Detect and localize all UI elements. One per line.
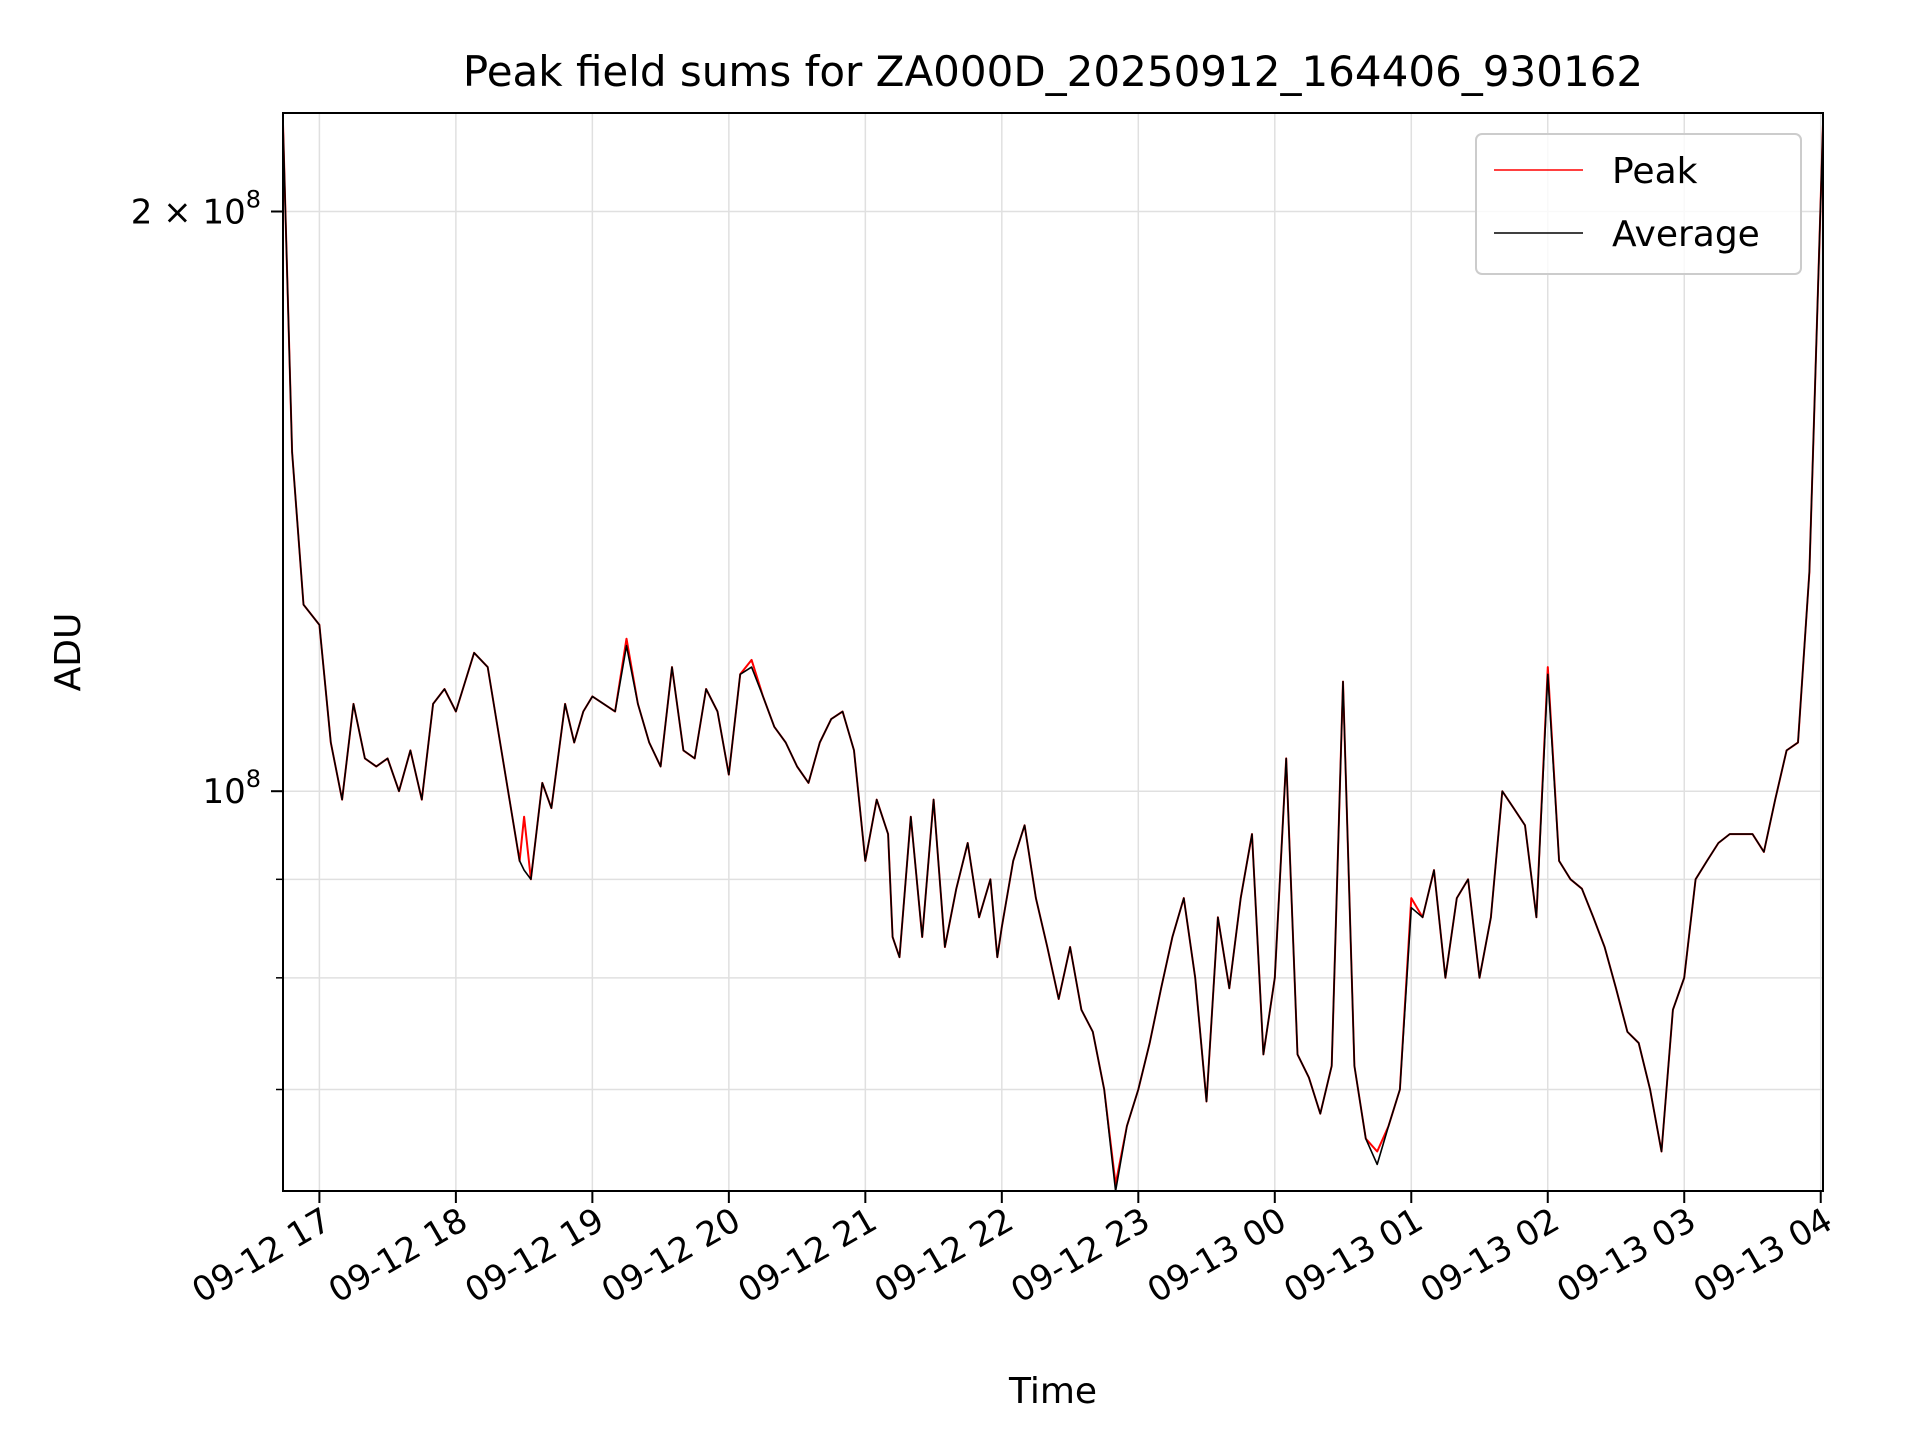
legend-label-average: Average: [1612, 214, 1760, 255]
plot-frame: [282, 112, 1824, 1192]
chart-title: Peak field sums for ZA000D_20250912_1644…: [463, 47, 1643, 96]
series-line-average: [282, 124, 1824, 1192]
y-axis-label: ADU: [48, 613, 89, 692]
y-tick-label: 2 × 108: [131, 186, 261, 233]
y-tick-label: 108: [202, 765, 261, 812]
legend: Peak Average: [1475, 133, 1802, 275]
legend-label-peak: Peak: [1612, 151, 1698, 192]
series-layer: [282, 124, 1824, 1192]
legend-box: [1475, 133, 1802, 275]
x-axis-label: Time: [1008, 1371, 1097, 1412]
y-tick-label-exponent: 8: [246, 186, 261, 214]
y-tick-label-exponent: 8: [246, 765, 261, 793]
grid: [283, 113, 1823, 1191]
y-tick-label-base: 10: [202, 772, 245, 812]
y-tick-label-base: 2 × 10: [131, 193, 246, 233]
